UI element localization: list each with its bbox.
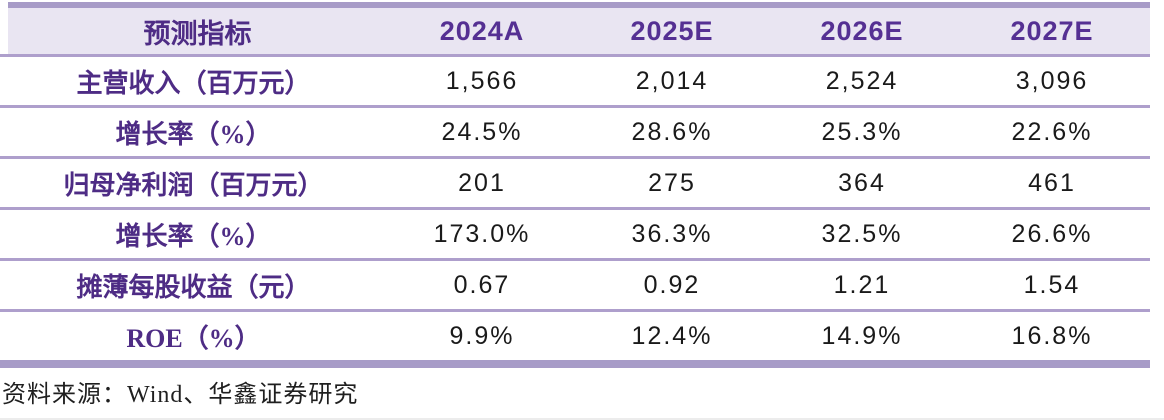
table-row-profit-growth: 增长率（%） 173.0% 36.3% 32.5% 26.6% — [0, 207, 1150, 258]
forecast-metrics-table: 预测指标 2024A 2025E 2026E 2027E 主营收入（百万元） 1… — [0, 2, 1150, 368]
row-metric-label: 摊薄每股收益（元） — [76, 272, 311, 302]
header-year-2025e: 2025E — [630, 15, 714, 46]
table-row-revenue-growth: 增长率（%） 24.5% 28.6% 25.3% 22.6% — [0, 105, 1150, 156]
row-value: 2,014 — [635, 66, 709, 95]
row-value: 36.3% — [631, 219, 713, 248]
data-source-note: 资料来源：Wind、华鑫证券研究 — [2, 382, 359, 408]
header-metric-label: 预测指标 — [143, 18, 252, 49]
row-metric-label: 归母净利润（百万元） — [63, 170, 324, 200]
row-value: 0.67 — [453, 270, 511, 299]
row-value: 2,524 — [825, 66, 899, 95]
header-year-2027e: 2027E — [1010, 15, 1094, 46]
row-value: 1.54 — [1023, 270, 1081, 299]
row-value: 14.9% — [821, 321, 903, 350]
row-metric-label: ROE（%） — [126, 323, 261, 353]
table-header-row: 预测指标 2024A 2025E 2026E 2027E — [8, 8, 1150, 54]
row-value: 364 — [838, 168, 886, 197]
table-bottom-border — [0, 360, 1150, 368]
row-metric-label: 增长率（%） — [115, 221, 272, 251]
header-year-2024a: 2024A — [439, 15, 525, 46]
row-value: 461 — [1028, 168, 1076, 197]
row-value: 3,096 — [1015, 66, 1089, 95]
row-value: 16.8% — [1011, 321, 1093, 350]
row-value: 0.92 — [643, 270, 701, 299]
row-value: 201 — [458, 168, 506, 197]
row-value: 28.6% — [631, 117, 713, 146]
row-metric-label: 增长率（%） — [115, 119, 272, 149]
row-value: 1.21 — [833, 270, 891, 299]
table-top-border — [8, 2, 1150, 8]
page-bottom-divider — [0, 418, 1164, 420]
table-row-revenue: 主营收入（百万元） 1,566 2,014 2,524 3,096 — [0, 54, 1150, 105]
header-year-2026e: 2026E — [820, 15, 904, 46]
table-row-diluted-eps: 摊薄每股收益（元） 0.67 0.92 1.21 1.54 — [0, 258, 1150, 309]
row-value: 22.6% — [1011, 117, 1093, 146]
row-value: 25.3% — [821, 117, 903, 146]
row-metric-label: 主营收入（百万元） — [76, 68, 311, 98]
row-value: 1,566 — [445, 66, 519, 95]
table-row-net-profit: 归母净利润（百万元） 201 275 364 461 — [0, 156, 1150, 207]
row-value: 12.4% — [631, 321, 713, 350]
row-value: 32.5% — [821, 219, 903, 248]
row-value: 26.6% — [1011, 219, 1093, 248]
row-value: 173.0% — [433, 219, 531, 248]
table-row-roe: ROE（%） 9.9% 12.4% 14.9% 16.8% — [0, 309, 1150, 360]
row-value: 275 — [648, 168, 696, 197]
row-value: 9.9% — [449, 321, 515, 350]
row-value: 24.5% — [441, 117, 523, 146]
